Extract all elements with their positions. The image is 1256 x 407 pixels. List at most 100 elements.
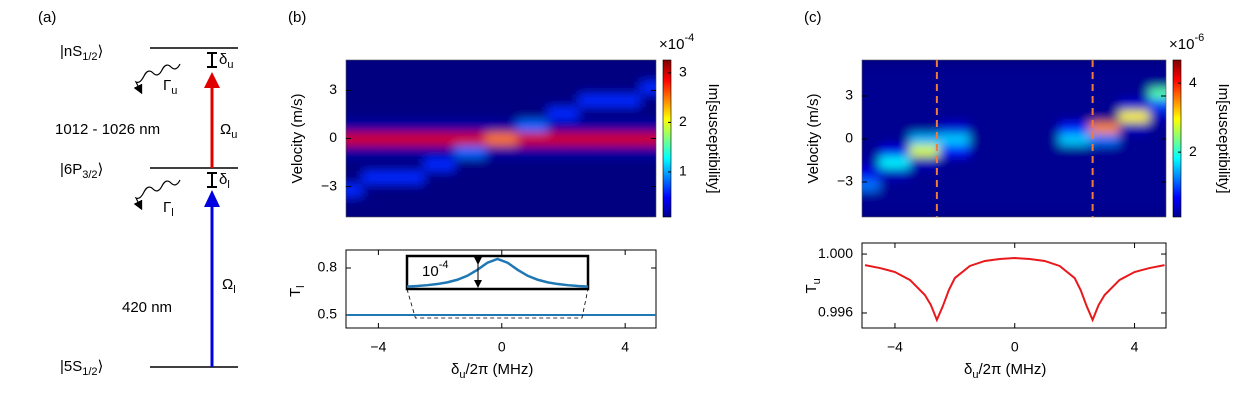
panel-label: (b) — [288, 9, 306, 26]
heatmap-cell — [1059, 132, 1091, 146]
heatmap-cell — [609, 80, 642, 95]
heatmap-cell — [879, 98, 911, 111]
detuning-label: δu — [219, 51, 233, 71]
y-tick-label: −3 — [321, 177, 337, 193]
heatmap-cell — [640, 105, 656, 120]
heatmap-cell — [939, 75, 971, 88]
heatmap-cell — [1059, 144, 1091, 157]
heatmap-cell — [939, 86, 971, 100]
heatmap-cell — [424, 67, 457, 82]
heatmap-cell — [939, 167, 971, 180]
heatmap-cell — [909, 98, 941, 111]
heatmap-cell — [393, 157, 426, 172]
heatmap-cell — [909, 86, 941, 100]
heatmap-cell — [862, 63, 881, 77]
heatmap-cell — [362, 131, 395, 146]
heatmap-cell — [578, 170, 611, 184]
heatmap-cell — [1149, 201, 1166, 215]
heatmap-cell — [999, 86, 1031, 100]
heatmap-cell — [346, 67, 364, 82]
heatmap-cell — [999, 63, 1031, 77]
heatmap-cell — [516, 208, 549, 217]
heatmap-cell — [609, 60, 642, 69]
heatmap — [862, 60, 1166, 217]
y-tick-label: 0 — [845, 130, 853, 146]
heatmap-cell — [1119, 63, 1151, 77]
heatmap-cell — [879, 63, 911, 77]
heatmap-cell — [609, 182, 642, 197]
heatmap-cell — [879, 121, 911, 134]
heatmap-cell — [1089, 155, 1121, 169]
decay-label-part: Γ — [163, 77, 171, 94]
heatmap-cell — [1059, 155, 1091, 169]
heatmap-cell — [1149, 98, 1166, 111]
heatmap-cell — [393, 182, 426, 197]
heatmap-cell — [609, 208, 642, 217]
detuning-label: δl — [219, 171, 230, 191]
heatmap-cell — [640, 144, 656, 159]
x-axis-label: δu/2π (MHz) — [451, 361, 533, 381]
heatmap-cell — [609, 195, 642, 210]
heatmap-cell — [969, 132, 1001, 146]
y-tick-label: 0.996 — [818, 304, 853, 320]
heatmap-cell — [485, 118, 518, 133]
heatmap-cell — [1029, 98, 1061, 111]
heatmap-cell — [362, 157, 395, 172]
heatmap-cell — [424, 131, 457, 146]
heatmap-cell — [939, 190, 971, 203]
heatmap-cell — [909, 201, 941, 215]
heatmap-cell — [393, 67, 426, 82]
heatmap-cell — [999, 155, 1031, 169]
heatmap-cell — [609, 144, 642, 159]
heatmap-cell — [1089, 86, 1121, 100]
detuning-label-part: l — [227, 179, 229, 191]
heatmap-cell — [862, 86, 881, 100]
heatmap-cell — [1029, 63, 1061, 77]
heatmap-cell — [1119, 121, 1151, 134]
y-axis-label-part: u — [811, 278, 823, 284]
heatmap-cell — [862, 121, 881, 134]
y-tick-label: 3 — [845, 87, 853, 103]
level-label-part: |6P — [60, 161, 82, 178]
heatmap-cell — [485, 131, 518, 146]
heatmap-cell — [1029, 155, 1061, 169]
heatmap-cell — [485, 182, 518, 197]
heatmap-cell — [862, 144, 881, 157]
heatmap-cell — [609, 157, 642, 172]
heatmap-cell — [393, 131, 426, 146]
inset-scale-label-part: 10 — [422, 263, 439, 280]
heatmap-cell — [909, 75, 941, 88]
heatmap-cell — [969, 155, 1001, 169]
heatmap-cell — [879, 132, 911, 146]
colorbar-scale-part: -4 — [684, 32, 694, 44]
heatmap-cell — [1089, 75, 1121, 88]
heatmap-cell — [578, 67, 611, 82]
heatmap-cell — [999, 109, 1031, 123]
heatmap-cell — [1119, 178, 1151, 192]
heatmap-cell — [362, 118, 395, 133]
heatmap-cell — [547, 67, 580, 82]
heatmap-cell — [393, 60, 426, 69]
heatmap-cell — [640, 157, 656, 172]
heatmap-cell — [485, 195, 518, 210]
heatmap-cell — [516, 157, 549, 172]
heatmap-cell — [862, 98, 881, 111]
heatmap-cell — [909, 144, 941, 157]
heatmap-cell — [609, 118, 642, 133]
heatmap-cell — [547, 60, 580, 69]
level-label: |5S1/2⟩ — [60, 358, 103, 378]
heatmap-cell — [578, 208, 611, 217]
upper-laser-head — [204, 72, 220, 88]
decay-arrow — [133, 63, 181, 95]
heatmap-cell — [1089, 98, 1121, 111]
heatmap-cell — [909, 132, 941, 146]
heatmap-cell — [999, 144, 1031, 157]
heatmap-cell — [1119, 201, 1151, 215]
heatmap-cell — [969, 86, 1001, 100]
heatmap-cell — [969, 63, 1001, 77]
coupling-label: Ωl — [222, 276, 236, 296]
heatmap-cell — [999, 98, 1031, 111]
heatmap-cell — [1119, 109, 1151, 123]
x-tick-label: 4 — [621, 339, 629, 355]
